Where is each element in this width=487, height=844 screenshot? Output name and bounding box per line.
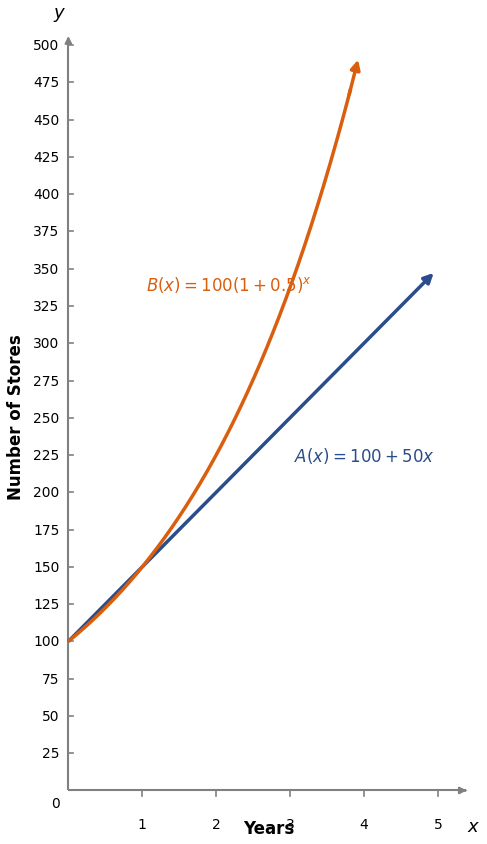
- Text: 400: 400: [33, 188, 59, 202]
- Y-axis label: Number of Stores: Number of Stores: [7, 334, 25, 500]
- Text: 25: 25: [42, 746, 59, 760]
- Text: 375: 375: [33, 225, 59, 239]
- Text: 2: 2: [212, 817, 221, 831]
- X-axis label: Years: Years: [243, 819, 294, 837]
- Text: 250: 250: [33, 411, 59, 425]
- Text: 350: 350: [33, 262, 59, 276]
- Text: 200: 200: [33, 486, 59, 500]
- Text: $\mathit{B}(x) = 100(1 + 0.5)^x$: $\mathit{B}(x) = 100(1 + 0.5)^x$: [146, 274, 312, 295]
- Text: 100: 100: [33, 635, 59, 649]
- Text: $x$: $x$: [467, 817, 480, 836]
- Text: $\mathit{A}(x) = 100 + 50x$: $\mathit{A}(x) = 100 + 50x$: [294, 446, 434, 466]
- Text: 4: 4: [359, 817, 368, 831]
- Text: $y$: $y$: [53, 6, 66, 24]
- Text: 300: 300: [33, 337, 59, 351]
- Text: 475: 475: [33, 76, 59, 90]
- Text: 275: 275: [33, 374, 59, 388]
- Text: 1: 1: [138, 817, 147, 831]
- Text: 325: 325: [33, 300, 59, 314]
- Text: 75: 75: [42, 672, 59, 686]
- Text: 50: 50: [42, 709, 59, 723]
- Text: 5: 5: [433, 817, 442, 831]
- Text: 0: 0: [51, 797, 59, 810]
- Text: 125: 125: [33, 598, 59, 611]
- Text: 150: 150: [33, 560, 59, 574]
- Text: 225: 225: [33, 448, 59, 463]
- Text: 175: 175: [33, 523, 59, 537]
- Text: 500: 500: [33, 39, 59, 53]
- Text: 450: 450: [33, 114, 59, 127]
- Text: 425: 425: [33, 151, 59, 165]
- Text: 3: 3: [286, 817, 295, 831]
